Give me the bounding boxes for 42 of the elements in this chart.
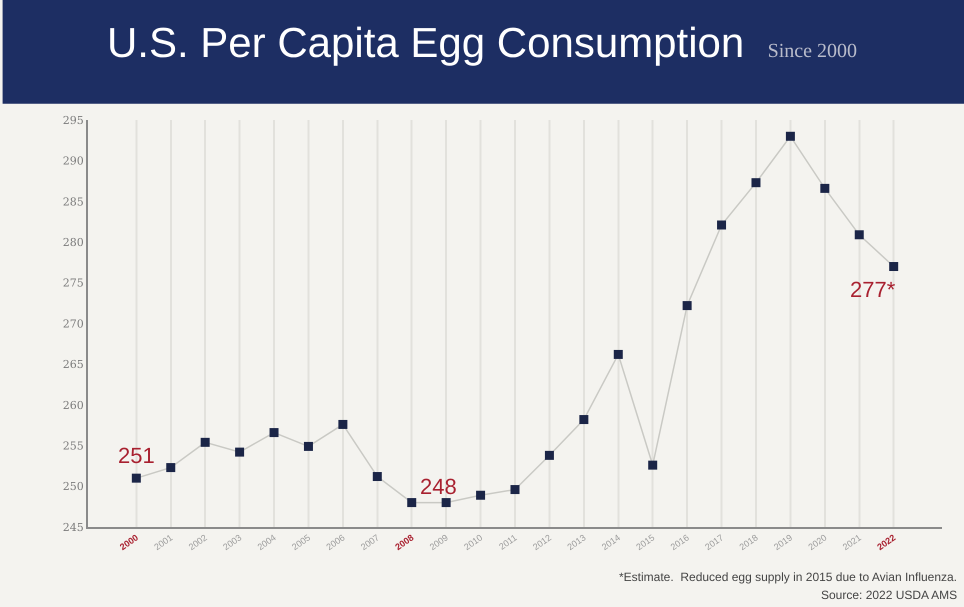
point [407,498,416,508]
point [132,474,141,483]
y-tick-label: 255 [62,439,84,452]
data-label: 277* [850,277,896,302]
point [476,490,486,500]
x-tick-label: 2011 [497,532,519,552]
point [442,498,451,508]
point [166,463,176,472]
point [235,448,244,457]
source-note: Source: 2022 USDA AMS [821,588,958,602]
point [304,442,313,451]
point [510,485,520,494]
y-tick-label: 260 [62,398,84,412]
text: *Estimate. Reduced egg supply in 2015 due to Avian Influenza. [619,570,958,584]
y-tick-label: 265 [62,358,84,372]
point [854,230,864,240]
chart-subtitle: Since 2000 [768,40,858,62]
data-label: 251 [118,443,155,468]
point [648,460,658,470]
point [579,415,588,424]
point [820,184,830,193]
point [682,301,692,310]
point [889,262,898,272]
chart-title: U.S. Per Capita Egg Consumption [106,19,744,66]
point [338,420,348,429]
y-tick-label: 245 [62,520,84,534]
y-tick-label: 280 [62,236,84,249]
y-tick-label: 275 [62,276,84,290]
data-label: 248 [420,474,457,499]
point [614,350,623,359]
point [717,220,726,230]
point [270,428,279,438]
y-tick-label: 295 [62,114,84,127]
y-tick-label: 270 [62,317,84,330]
y-tick-label: 285 [62,195,84,208]
point [786,132,795,141]
y-tick-label: 250 [62,480,84,494]
point [751,178,760,188]
point [200,438,210,447]
point [544,450,554,460]
point [372,472,382,482]
y-tick-label: 290 [62,154,84,168]
